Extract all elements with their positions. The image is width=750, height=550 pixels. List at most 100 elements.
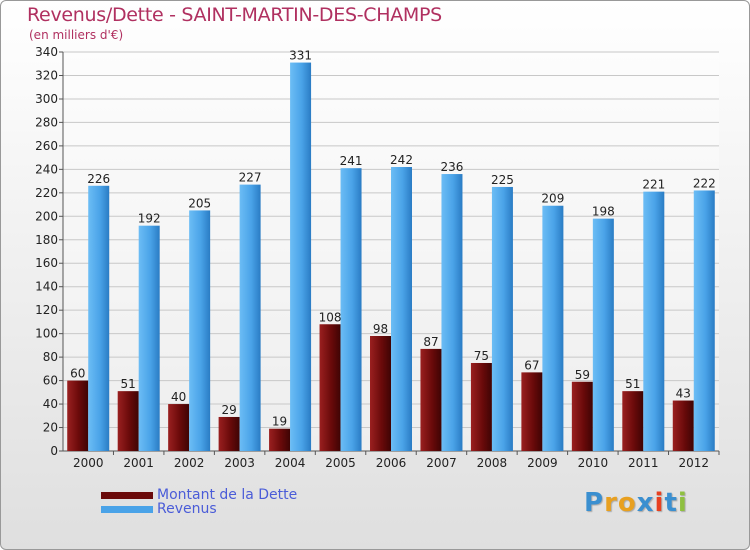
logo-letter: i: [677, 488, 688, 518]
logo-letter: i: [654, 488, 665, 518]
bar-revenus: [643, 191, 665, 451]
logo-letter: r: [604, 488, 618, 518]
data-label-dette: 59: [575, 368, 590, 382]
bars: [67, 62, 715, 452]
data-label-revenus: 225: [491, 173, 514, 187]
data-label-dette: 60: [70, 367, 85, 381]
x-tick-label: 2000: [73, 456, 104, 470]
data-label-revenus: 226: [87, 172, 110, 186]
x-tick-label: 2002: [174, 456, 205, 470]
x-tick-label: 2004: [275, 456, 306, 470]
x-tick-label: 2001: [123, 456, 154, 470]
bar-revenus: [290, 62, 312, 451]
bar-revenus: [542, 205, 564, 451]
legend-label-debt: Montant de la Dette: [157, 487, 298, 503]
bar-dette: [622, 391, 644, 451]
y-tick-label: 160: [35, 256, 58, 270]
x-tick-label: 2003: [224, 456, 255, 470]
y-tick-label: 80: [43, 350, 58, 364]
data-label-revenus: 227: [239, 171, 262, 185]
proxiti-logo: Proxiti: [584, 488, 688, 518]
data-label-dette: 29: [221, 403, 236, 417]
bar-dette: [672, 400, 694, 451]
data-label-revenus: 222: [693, 176, 716, 190]
data-label-dette: 19: [272, 415, 287, 429]
y-tick-label: 220: [35, 186, 58, 200]
x-tick-label: 2009: [527, 456, 558, 470]
y-tick-label: 60: [43, 374, 58, 388]
bar-revenus: [239, 184, 261, 451]
bar-revenus: [88, 185, 110, 451]
y-tick-label: 300: [35, 92, 58, 106]
data-label-revenus: 331: [289, 49, 312, 63]
data-label-revenus: 242: [390, 153, 413, 167]
y-tick-label: 20: [43, 421, 58, 435]
chart-title: Revenus/Dette - SAINT-MARTIN-DES-CHAMPS: [27, 4, 442, 26]
labels: 0 20 40 60 80 100 120 140 160 180 200 220 240 260 280 3…: [35, 45, 716, 470]
logo-letter: o: [617, 488, 637, 518]
data-label-revenus: 221: [642, 178, 665, 192]
bar-revenus: [693, 190, 715, 451]
x-tick-label: 2008: [477, 456, 508, 470]
data-label-dette: 87: [423, 335, 438, 349]
bar-revenus: [441, 174, 463, 451]
data-label-dette: 40: [171, 390, 186, 404]
y-tick-label: 180: [35, 233, 58, 247]
y-tick-label: 340: [35, 45, 58, 59]
bar-dette: [117, 391, 139, 451]
legend-item-revenus: Revenus: [101, 501, 217, 517]
data-label-dette: 67: [524, 358, 539, 372]
y-tick-label: 260: [35, 139, 58, 153]
bar-dette: [319, 324, 341, 451]
legend-item-debt: Montant de la Dette: [101, 487, 297, 503]
legend-swatch-debt: [101, 491, 153, 499]
data-label-dette: 75: [474, 349, 489, 363]
y-tick-label: 200: [35, 209, 58, 223]
y-tick-label: 120: [35, 303, 58, 317]
y-tick-label: 100: [35, 327, 58, 341]
y-tick-label: 280: [35, 115, 58, 129]
bar-dette: [470, 362, 492, 451]
y-tick-label: 0: [50, 444, 58, 458]
bar-dette: [571, 381, 593, 451]
bar-revenus: [189, 210, 211, 451]
bar-dette: [521, 372, 543, 451]
data-label-revenus: 209: [541, 192, 564, 206]
bar-revenus: [491, 186, 513, 452]
bar-revenus: [592, 218, 614, 451]
data-label-dette: 98: [373, 322, 388, 336]
y-tick-label: 320: [35, 68, 58, 82]
data-label-revenus: 236: [441, 160, 464, 174]
bar-revenus: [340, 168, 362, 451]
data-label-revenus: 192: [138, 212, 161, 226]
x-tick-label: 2006: [376, 456, 407, 470]
x-tick-label: 2010: [578, 456, 609, 470]
data-label-dette: 43: [676, 387, 691, 401]
data-label-revenus: 205: [188, 196, 211, 210]
legend-label-revenus: Revenus: [157, 501, 217, 517]
bar-dette: [168, 404, 190, 451]
bar-dette: [218, 416, 240, 451]
data-label-dette: 51: [625, 377, 640, 391]
data-label-dette: 51: [121, 377, 136, 391]
bar-dette: [269, 428, 291, 451]
x-tick-label: 2012: [678, 456, 709, 470]
data-label-revenus: 241: [340, 154, 363, 168]
x-tick-label: 2005: [325, 456, 356, 470]
logo-letter: P: [584, 488, 605, 518]
legend-swatch-revenus: [101, 505, 153, 513]
chart-subtitle: (en milliers d'€): [29, 28, 124, 42]
y-tick-label: 140: [35, 280, 58, 294]
bar-dette: [420, 348, 442, 451]
logo-letter: t: [664, 488, 678, 518]
logo-letter: x: [636, 488, 655, 518]
bar-dette: [370, 335, 391, 451]
y-tick-label: 240: [35, 162, 58, 176]
bar-revenus: [138, 225, 160, 451]
bar-revenus: [391, 167, 412, 451]
y-tick-label: 40: [43, 397, 58, 411]
data-label-revenus: 198: [592, 205, 615, 219]
bar-dette: [67, 380, 89, 451]
